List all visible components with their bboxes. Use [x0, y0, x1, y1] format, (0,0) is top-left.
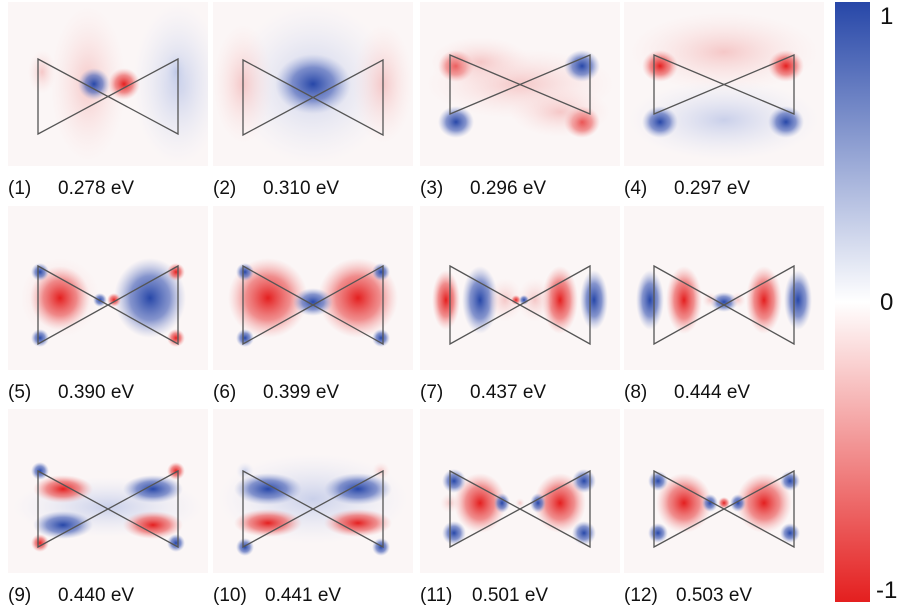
mode-panel: (12) 0.503 eV: [624, 409, 824, 606]
bowtie-right-outline: [106, 264, 179, 346]
panel-energy-label: 0.390 eV: [58, 382, 134, 403]
panel-energy-label: 0.297 eV: [674, 178, 750, 199]
panel-index-label: (2): [213, 178, 236, 199]
panel-energy-label: 0.441 eV: [265, 585, 341, 606]
panel-index-label: (1): [8, 178, 31, 199]
panel-energy-label: 0.310 eV: [263, 178, 339, 199]
bowtie-left-outline: [242, 58, 315, 137]
panel-index-label: (11): [420, 585, 452, 606]
bowtie-right-outline: [518, 54, 591, 115]
bowtie-left-outline: [37, 264, 110, 346]
panel-index-label: (9): [8, 585, 31, 606]
mode-panel: (7) 0.437 eV: [420, 206, 620, 403]
panel-index-label: (12): [624, 585, 658, 606]
colorbar-tick-zero: 0: [880, 289, 893, 316]
bowtie-left-outline: [37, 57, 110, 136]
field-map: [624, 2, 824, 166]
bowtie-left-outline: [653, 54, 726, 115]
bowtie-left-outline: [242, 469, 315, 549]
bowtie-right-outline: [106, 57, 179, 136]
panel-energy-label: 0.437 eV: [470, 382, 546, 403]
mode-panel: (6) 0.399 eV: [213, 206, 413, 403]
bowtie-left-outline: [242, 264, 315, 346]
bowtie-right-outline: [106, 469, 179, 549]
panel-index-label: (5): [8, 382, 31, 403]
panel-index-label: (4): [624, 178, 647, 199]
panel-index-label: (3): [420, 178, 443, 199]
bowtie-right-outline: [518, 469, 591, 549]
panel-energy-label: 0.440 eV: [58, 585, 134, 606]
bowtie-right-outline: [311, 469, 384, 549]
mode-panel: (8) 0.444 eV: [624, 206, 824, 403]
mode-panel: (11) 0.501 eV: [420, 409, 620, 606]
panel-index-label: (6): [213, 382, 236, 403]
bowtie-left-outline: [653, 469, 726, 549]
bowtie-left-outline: [449, 469, 522, 549]
bowtie-right-outline: [722, 54, 795, 115]
mode-panel: (5) 0.390 eV: [8, 206, 208, 403]
panel-energy-label: 0.501 eV: [472, 585, 548, 606]
panel-index-label: (7): [420, 382, 443, 403]
bowtie-left-outline: [449, 54, 522, 115]
mode-panel: (10) 0.441 eV: [213, 409, 413, 606]
colorbar-tick-max: 1: [880, 3, 893, 30]
panel-index-label: (8): [624, 382, 647, 403]
mode-panel: (1) 0.278 eV: [8, 2, 208, 199]
mode-panels: (1) 0.278 eV (2) 0.310 eV (3) 0.296 eV (4) 0.29…: [8, 2, 824, 606]
mode-panel: (4) 0.297 eV: [624, 2, 824, 199]
bowtie-right-outline: [311, 58, 384, 137]
mode-panel: (3) 0.296 eV: [420, 2, 620, 199]
bowtie-left-outline: [653, 264, 726, 346]
panel-energy-label: 0.503 eV: [676, 585, 752, 606]
colorbar-tick-min: -1: [876, 577, 897, 604]
bowtie-left-outline: [37, 469, 110, 549]
panel-energy-label: 0.399 eV: [263, 382, 339, 403]
mode-panel: (2) 0.310 eV: [213, 2, 413, 199]
field-map: [8, 2, 208, 166]
bowtie-left-outline: [449, 264, 522, 346]
panel-energy-label: 0.278 eV: [58, 178, 134, 199]
panel-index-label: (10): [213, 585, 247, 606]
bowtie-right-outline: [518, 264, 591, 346]
bowtie-right-outline: [722, 264, 795, 346]
field-map: [213, 206, 413, 370]
bowtie-right-outline: [311, 264, 384, 346]
panel-energy-label: 0.296 eV: [470, 178, 546, 199]
colorbar: 1 0 -1: [835, 2, 897, 604]
colorbar-gradient: [835, 2, 870, 602]
bowtie-right-outline: [722, 469, 795, 549]
mode-panel: (9) 0.440 eV: [8, 409, 208, 606]
panel-energy-label: 0.444 eV: [674, 382, 750, 403]
